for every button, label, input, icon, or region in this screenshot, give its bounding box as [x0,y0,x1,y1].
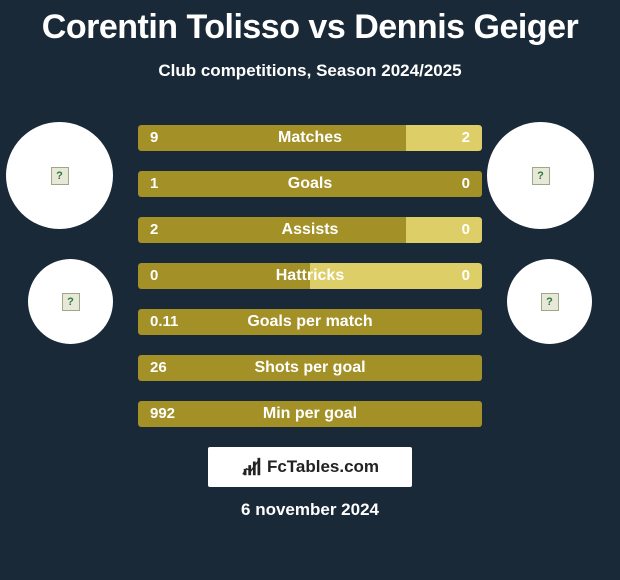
watermark-badge: FcTables.com [208,447,412,487]
stat-label: Hattricks [138,263,482,289]
comparison-title: Corentin Tolisso vs Dennis Geiger [0,0,620,47]
stat-label: Matches [138,125,482,151]
stat-row: 00Hattricks [138,263,482,289]
stat-label: Assists [138,217,482,243]
stat-row: 92Matches [138,125,482,151]
date-label: 6 november 2024 [0,500,620,520]
player1-club-logo: ? [28,259,113,344]
stat-row: 992Min per goal [138,401,482,427]
placeholder-icon: ? [51,167,69,185]
stat-row: 10Goals [138,171,482,197]
placeholder-icon: ? [541,293,559,311]
stat-label: Min per goal [138,401,482,427]
comparison-subtitle: Club competitions, Season 2024/2025 [0,61,620,81]
stat-label: Goals [138,171,482,197]
placeholder-icon: ? [532,167,550,185]
stat-label: Goals per match [138,309,482,335]
player1-photo: ? [6,122,113,229]
stat-row: 20Assists [138,217,482,243]
stat-row: 0.11Goals per match [138,309,482,335]
stats-container: 92Matches 10Goals 20Assists 00Hattricks 0.11… [138,125,482,447]
player2-photo: ? [487,122,594,229]
watermark-text: FcTables.com [267,457,379,477]
stat-label: Shots per goal [138,355,482,381]
player2-club-logo: ? [507,259,592,344]
stat-row: 26Shots per goal [138,355,482,381]
placeholder-icon: ? [62,293,80,311]
chart-icon [241,456,263,478]
